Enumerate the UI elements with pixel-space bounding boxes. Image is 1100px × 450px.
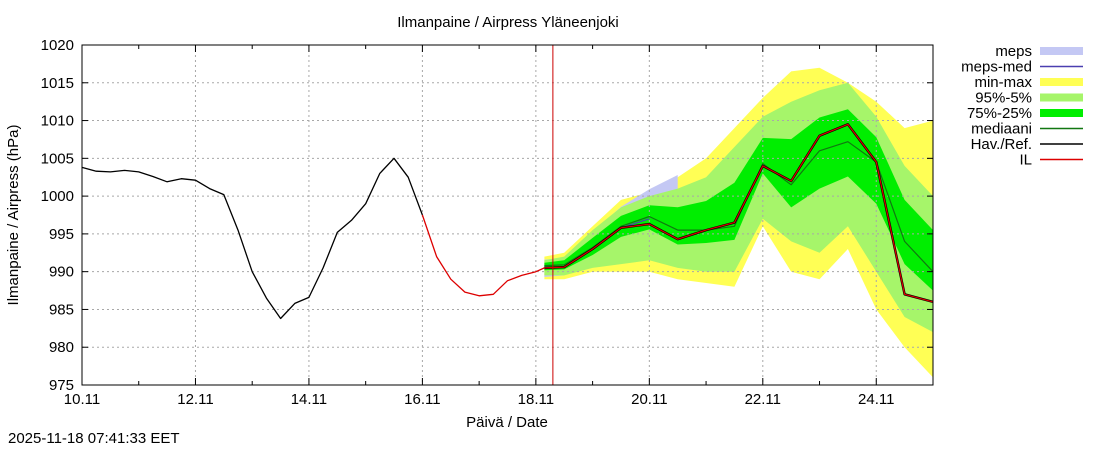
y-tick-label: 995 — [49, 226, 74, 243]
x-tick-label: 20.11 — [631, 391, 667, 408]
legend: mepsmeps-medmin-max95%-5%75%-25%mediaani… — [961, 43, 1083, 169]
x-tick-label: 10.11 — [64, 391, 100, 408]
timestamp-label: 2025-11-18 07:41:33 EET — [8, 430, 180, 447]
line-il-forecast — [544, 123, 934, 303]
y-axis-ticks: 975 980 985 990 995 1000 1005 1010 1015 1020 — [41, 37, 933, 394]
legend-label: meps — [995, 43, 1032, 60]
legend-label: min-max — [974, 74, 1032, 91]
legend-label: 75%-25% — [967, 105, 1032, 122]
x-tick-label: 14.11 — [291, 391, 327, 408]
x-axis-ticks: 10.11 12.11 14.11 16.11 18.11 20.11 22.11 24.11 — [64, 45, 934, 408]
legend-label: 95%-5% — [975, 90, 1032, 107]
legend-label: IL — [1019, 152, 1032, 169]
x-tick-label: 18.11 — [518, 391, 554, 408]
plot-frame — [81, 44, 934, 386]
forecast-bands — [544, 67, 933, 378]
legend-label: mediaani — [971, 121, 1032, 138]
x-tick-label: 12.11 — [177, 391, 213, 408]
legend-label: meps-med — [961, 59, 1032, 76]
y-tick-label: 1015 — [41, 75, 74, 92]
line-observed — [81, 157, 424, 320]
x-axis-label: Päivä / Date — [466, 414, 548, 431]
x-tick-label: 16.11 — [404, 391, 440, 408]
y-tick-label: 990 — [49, 264, 74, 281]
y-tick-label: 1005 — [41, 150, 74, 167]
y-tick-label: 975 — [49, 377, 74, 394]
legend-swatch — [1040, 93, 1083, 102]
y-tick-label: 1000 — [41, 188, 74, 205]
y-tick-label: 985 — [49, 301, 74, 318]
legend-label: Hav./Ref. — [971, 136, 1032, 153]
legend-swatch — [1040, 47, 1083, 55]
y-tick-label: 1020 — [41, 37, 74, 54]
y-axis-label: Ilmanpaine / Airpress (hPa) — [5, 125, 22, 306]
series-lines — [81, 123, 934, 320]
x-tick-label: 22.11 — [745, 391, 781, 408]
y-tick-label: 1010 — [41, 113, 74, 130]
legend-swatch — [1040, 109, 1083, 117]
chart-title: Ilmanpaine / Airpress Yläneenjoki — [397, 14, 619, 31]
y-tick-label: 980 — [49, 339, 74, 356]
x-tick-label: 24.11 — [858, 391, 894, 408]
line-il-observed — [421, 214, 545, 297]
legend-swatch — [1040, 78, 1083, 86]
band-75-25 — [544, 109, 933, 291]
line-mediaani — [544, 141, 934, 273]
